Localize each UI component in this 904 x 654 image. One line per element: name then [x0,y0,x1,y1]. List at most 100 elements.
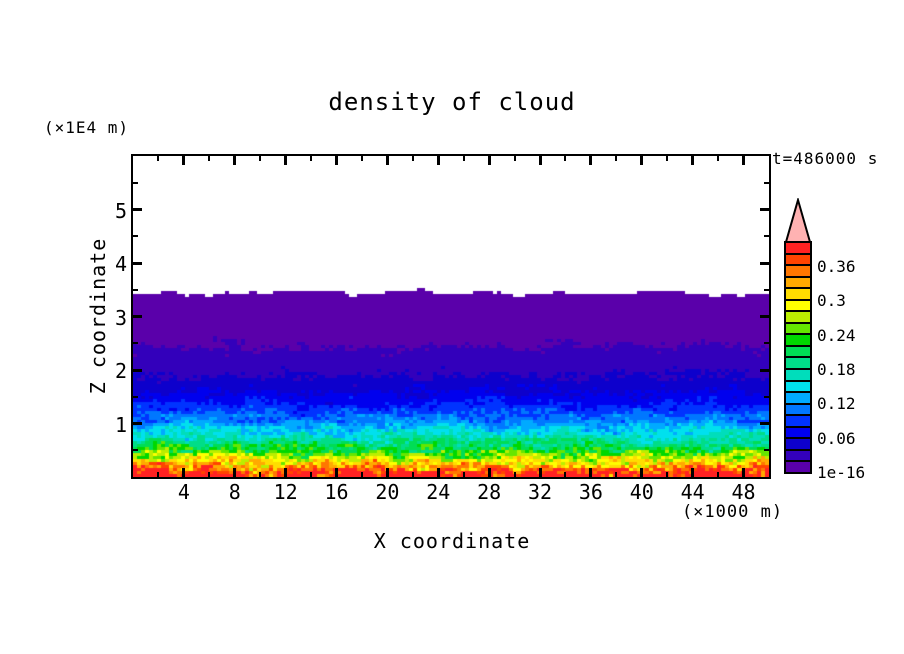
x-tick-label: 44 [680,480,705,504]
tick-mark [764,395,769,398]
tick-mark [564,156,567,161]
tick-mark [208,156,211,161]
tick-mark [513,156,516,161]
tick-mark [133,315,142,318]
tick-mark [360,156,363,161]
tick-mark [764,449,769,452]
tick-mark [764,342,769,345]
x-tick-label: 24 [426,480,451,504]
tick-mark [133,288,138,291]
tick-mark [691,468,695,477]
tick-mark [742,468,746,477]
tick-mark [133,342,138,345]
tick-mark [589,468,593,477]
tick-mark [157,472,160,477]
colorbar-cell [786,462,810,472]
tick-mark [259,156,262,161]
tick-mark [666,472,669,477]
colorbar-tick-label: 0.06 [817,428,856,448]
tick-mark [310,156,313,161]
tick-mark [133,368,142,372]
x-axis-unit-label: (×1000 m) [681,502,784,522]
colorbar-cell [786,323,810,336]
colorbar-cell [786,335,810,347]
tick-mark [411,472,414,477]
tick-mark [615,156,618,161]
tick-mark [462,156,465,161]
tick-mark [717,472,720,477]
tick-mark [182,468,186,477]
tick-mark [717,156,720,161]
colorbar-cell [786,358,810,371]
tick-mark [764,235,769,238]
tick-mark [284,156,288,165]
chart-title: density of cloud [328,88,576,116]
colorbar-cell [786,277,810,290]
colorbar-cell [786,381,810,394]
tick-mark [462,472,465,477]
tick-mark [133,181,138,184]
x-tick-label: 48 [731,480,756,504]
colorbar-overflow-triangle [784,198,812,243]
tick-mark [487,156,491,165]
tick-mark [538,156,542,165]
tick-mark [760,422,769,425]
tick-mark [360,472,363,477]
colorbar-tick-label: 0.12 [817,394,856,414]
colorbar-cell [786,393,810,405]
tick-mark [233,156,237,165]
x-tick-label: 40 [629,480,654,504]
tick-mark [133,449,138,452]
colorbar-cell [786,312,810,324]
x-tick-label: 20 [375,480,400,504]
colorbar-tick-label: 1e-16 [817,463,866,482]
heatmap-field [133,156,769,477]
z-tick-label: 5 [114,198,127,223]
x-tick-label: 32 [527,480,553,504]
tick-mark [133,235,138,238]
time-annotation: t=486000 s [772,149,879,168]
x-tick-label: 4 [177,480,190,504]
colorbar-cell [786,300,810,313]
colorbar-tick-label: 0.3 [817,291,846,311]
tick-mark [310,472,313,477]
tick-mark [691,156,695,165]
tick-mark [182,156,186,165]
colorbar-cell [786,266,810,278]
x-tick-label: 16 [324,480,349,504]
colorbar-cell [786,404,810,417]
tick-mark [760,208,769,211]
tick-mark [513,472,516,477]
z-tick-label: 2 [114,359,127,383]
tick-mark [615,472,618,477]
tick-mark [666,156,669,161]
x-axis-title: X coordinate [373,529,531,553]
tick-mark [760,315,769,318]
colorbar-cell [786,243,810,255]
tick-mark [335,156,339,165]
colorbar-cell [786,416,810,428]
colorbar-tick-label: 0.18 [817,359,856,379]
x-tick-label: 12 [273,480,298,504]
tick-mark [564,472,567,477]
z-tick-label: 4 [114,252,127,276]
colorbar-cell [786,346,810,359]
x-tick-label: 36 [578,480,603,504]
colorbar-cell [786,439,810,451]
tick-mark [335,468,339,477]
tick-mark [589,156,593,165]
colorbar-cell [786,289,810,301]
tick-mark [760,261,769,265]
colorbar-tick-label: 0.36 [817,256,856,276]
tick-mark [385,156,389,165]
tick-mark [133,422,142,425]
colorbar-cell [786,450,810,463]
tick-mark [259,472,262,477]
tick-mark [487,468,491,477]
tick-mark [764,288,769,291]
tick-mark [764,181,769,184]
colorbar-cell [786,370,810,382]
colorbar-cell [786,427,810,440]
z-tick-label: 1 [114,412,127,437]
